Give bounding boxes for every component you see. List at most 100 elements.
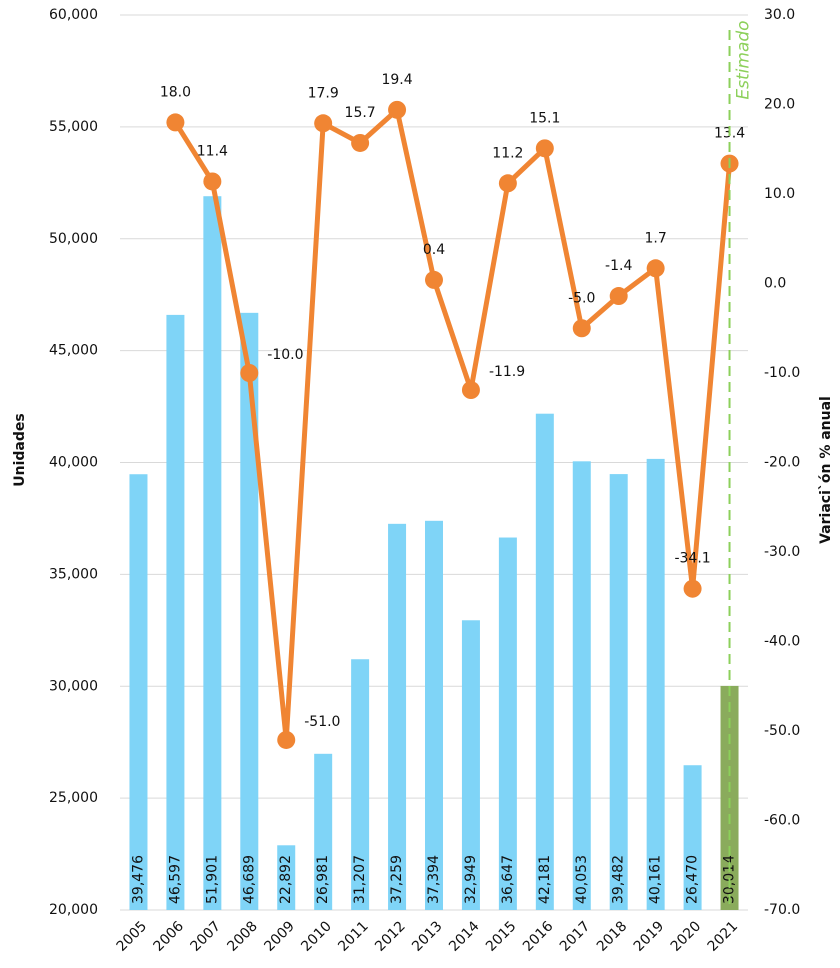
bar <box>166 314 185 911</box>
bar <box>203 196 222 911</box>
bar <box>646 458 665 910</box>
bar-value-label: 26,470 <box>685 855 701 904</box>
bar-value-label: 37,259 <box>389 855 405 904</box>
bar <box>461 620 480 910</box>
y-tick-label: 25,000 <box>49 790 98 806</box>
y-tick-label: 30,000 <box>49 678 98 694</box>
bar <box>314 753 333 910</box>
bar-value-label: 40,161 <box>648 855 664 904</box>
line-value-label: 15.1 <box>529 110 560 126</box>
x-tick-label: 2011 <box>335 918 372 955</box>
bar-value-label: 42,181 <box>537 855 553 904</box>
y2-tick-label: 30.0 <box>764 7 795 23</box>
line-value-label: 11.2 <box>492 145 523 161</box>
line-point <box>203 172 222 191</box>
annotation: Estimado <box>734 20 754 99</box>
y2-tick-label: -70.0 <box>764 902 800 918</box>
line-point <box>166 113 185 132</box>
bar <box>535 413 554 910</box>
line-value-label: 1.7 <box>645 230 667 246</box>
x-tick-label: 2014 <box>446 918 483 955</box>
x-tick-label: 2018 <box>594 918 631 955</box>
line-value-label: -5.0 <box>568 290 595 306</box>
x-tick-label: 2008 <box>224 918 261 955</box>
bar-value-label: 40,053 <box>574 855 590 904</box>
y-tick-label: 20,000 <box>49 902 98 918</box>
bar <box>129 474 148 910</box>
line-value-label: 15.7 <box>345 105 376 121</box>
bar <box>351 659 370 910</box>
y-tick-label: 50,000 <box>49 231 98 247</box>
bar-value-label: 31,207 <box>352 855 368 904</box>
line-value-label: -34.1 <box>674 551 710 567</box>
bar <box>388 523 407 910</box>
y-tick-label: 45,000 <box>49 343 98 359</box>
bar <box>277 845 296 910</box>
bar-value-label: 32,949 <box>463 855 479 904</box>
bar-value-label: 37,394 <box>426 855 442 904</box>
line-value-label: 0.4 <box>423 242 445 258</box>
line-point <box>609 287 628 306</box>
y2-tick-label: -40.0 <box>764 634 800 650</box>
x-tick-label: 2013 <box>409 918 446 955</box>
line-value-label: 18.0 <box>160 84 191 100</box>
bar-value-label: 26,981 <box>315 855 331 904</box>
line-point <box>498 174 517 193</box>
line-point <box>388 100 407 119</box>
bar <box>498 537 517 910</box>
x-tick-label: 2016 <box>520 918 557 955</box>
x-tick-label: 2009 <box>261 918 298 955</box>
line-value-label: -51.0 <box>304 714 340 730</box>
bar-value-label: 46,597 <box>167 855 183 904</box>
x-tick-label: 2010 <box>298 918 335 955</box>
line-point <box>277 730 296 749</box>
x-tick-label: 2006 <box>151 918 188 955</box>
line-point <box>425 270 443 289</box>
x-tick-label: 2019 <box>631 918 668 955</box>
y2-axis-title: Variaci`ón % anual <box>818 396 834 544</box>
line-value-label: -1.4 <box>605 258 632 274</box>
y-tick-label: 60,000 <box>49 7 98 23</box>
bar <box>609 474 628 910</box>
line-value-label: 11.4 <box>197 143 228 159</box>
y-tick-label: 35,000 <box>49 566 98 582</box>
x-tick-label: 2007 <box>187 918 224 955</box>
bar-value-label: 36,647 <box>500 855 516 904</box>
x-tick-label: 2017 <box>557 918 594 955</box>
y-tick-label: 55,000 <box>49 119 98 135</box>
y2-tick-label: 20.0 <box>764 97 795 113</box>
y2-tick-label: 0.0 <box>764 276 786 292</box>
line-point <box>646 259 665 278</box>
bar-value-label: 46,689 <box>241 855 257 904</box>
line-point <box>572 319 591 338</box>
x-tick-label: 2005 <box>114 918 151 955</box>
line-point <box>351 133 370 152</box>
line-point <box>240 364 259 382</box>
y2-tick-label: -20.0 <box>764 455 800 471</box>
line-value-label: -11.9 <box>489 364 525 380</box>
bar-value-label: 39,482 <box>611 855 627 904</box>
y2-tick-label: 10.0 <box>764 186 795 202</box>
bar <box>572 461 591 910</box>
x-tick-label: 2015 <box>483 918 520 955</box>
line-value-label: 17.9 <box>308 85 339 101</box>
x-tick-label: 2021 <box>705 918 742 955</box>
bar <box>425 520 443 910</box>
line-point <box>535 139 554 158</box>
line-value-label: -10.0 <box>267 347 303 363</box>
bar <box>240 312 259 910</box>
bar <box>683 765 702 910</box>
y2-tick-label: -10.0 <box>764 365 800 381</box>
y2-tick-label: -50.0 <box>764 723 800 739</box>
x-tick-label: 2012 <box>372 918 409 955</box>
bar-value-label: 22,892 <box>278 855 294 904</box>
y2-tick-label: -60.0 <box>764 813 800 829</box>
bar-value-label: 51,901 <box>204 855 220 904</box>
line-point <box>683 579 702 598</box>
line-point <box>314 114 333 133</box>
x-tick-label: 2020 <box>668 918 705 955</box>
bar-value-label: 39,476 <box>130 855 146 904</box>
y-axis-title: Unidades <box>12 413 28 486</box>
line <box>173 107 733 743</box>
